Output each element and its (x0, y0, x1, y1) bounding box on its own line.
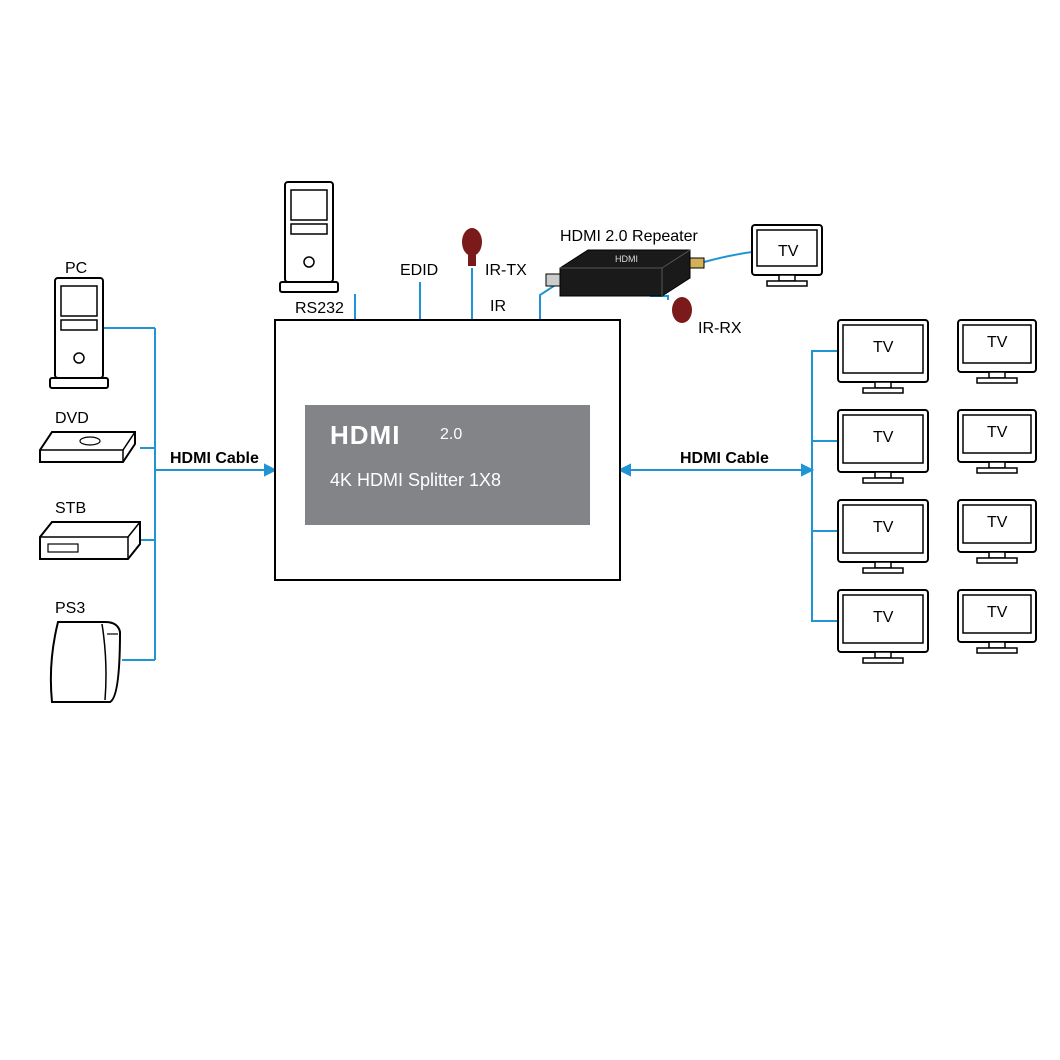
tv-label: TV (987, 514, 1007, 532)
repeater-label: HDMI 2.0 Repeater (560, 228, 698, 246)
svg-text:HDMI: HDMI (615, 254, 638, 264)
tv-label: TV (987, 334, 1007, 352)
ir-label: IR (490, 298, 506, 316)
tv-label: TV (873, 519, 893, 537)
hdmi-version-label: 2.0 (440, 426, 462, 444)
dvd-label: DVD (55, 410, 89, 428)
hdmi-cable-left-label: HDMI Cable (170, 450, 259, 468)
irrx-label: IR-RX (698, 320, 742, 338)
rs232-label: RS232 (295, 300, 344, 318)
tv-label: TV (873, 339, 893, 357)
pc-label: PC (65, 260, 87, 278)
tv-label: TV (987, 424, 1007, 442)
hdmi-cable-right-label: HDMI Cable (680, 450, 769, 468)
tv-top-label: TV (778, 243, 798, 261)
ps3-label: PS3 (55, 600, 85, 618)
splitter-subtitle-label: 4K HDMI Splitter 1X8 (330, 470, 501, 491)
irtx-label: IR-TX (485, 262, 527, 280)
stb-label: STB (55, 500, 86, 518)
edid-label: EDID (400, 262, 438, 280)
tv-label: TV (873, 609, 893, 627)
hdmi-logo-label: HDMI (330, 420, 400, 451)
tv-label: TV (873, 429, 893, 447)
tv-label: TV (987, 604, 1007, 622)
